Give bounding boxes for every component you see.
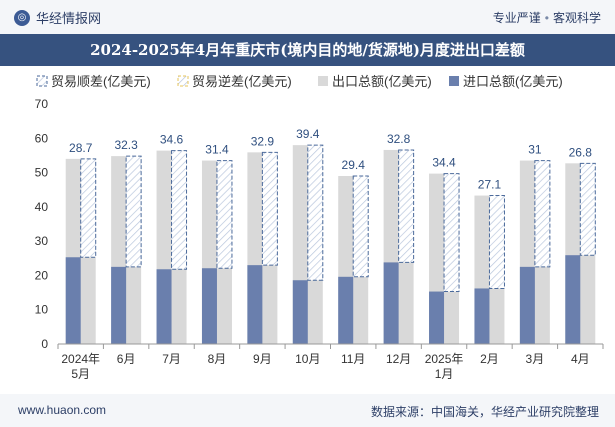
legend-swatch-1 bbox=[177, 75, 189, 87]
y-tick-label: 30 bbox=[35, 234, 49, 248]
legend-label-1: 贸易逆差(亿美元) bbox=[192, 74, 292, 89]
surplus-value-label: 32.8 bbox=[387, 132, 411, 146]
bars: 28.7 32.3 34.6 31.4 32.9 39.4 29.4 32.8 34.4 27.1… bbox=[65, 127, 596, 344]
surplus-bar bbox=[352, 175, 369, 278]
slogan-tags: 专业严谨 • 客观科学 bbox=[493, 9, 601, 26]
import-bar bbox=[338, 276, 354, 344]
surplus-value-label: 34.6 bbox=[160, 133, 184, 147]
y-tick-label: 20 bbox=[35, 268, 49, 282]
x-tick-label: 4月 bbox=[571, 352, 590, 366]
legend-label-0: 贸易顺差(亿美元) bbox=[51, 74, 151, 89]
legend-swatch-3 bbox=[449, 76, 459, 86]
surplus-bar bbox=[488, 195, 505, 289]
tag-objective: 客观科学 bbox=[552, 11, 601, 25]
tag-separator: • bbox=[544, 11, 549, 25]
legend-label-2: 出口总额(亿美元) bbox=[332, 74, 432, 89]
legend-swatch-0 bbox=[36, 75, 48, 87]
chart: 贸易顺差(亿美元) 贸易逆差(亿美元) 出口总额(亿美元) 进口总额(亿美元) 0 10… bbox=[35, 74, 604, 381]
x-tick-label: 10月 bbox=[295, 352, 320, 366]
surplus-value-label: 27.1 bbox=[478, 178, 502, 192]
x-tick-label: 3月 bbox=[526, 352, 545, 366]
surplus-bar bbox=[171, 150, 188, 270]
footer: www.huaon.com 数据来源：中国海关，华经产业研究院整理 bbox=[0, 394, 615, 427]
brand: ◎ 华经情报网 bbox=[14, 8, 101, 27]
x-tick-label: 2月 bbox=[480, 352, 499, 366]
legend-swatch-2 bbox=[318, 76, 328, 86]
x-tick-label: 12月 bbox=[386, 352, 411, 366]
surplus-value-label: 39.4 bbox=[296, 127, 320, 141]
x-tick-label: 6月 bbox=[117, 352, 136, 366]
brand-name: 华经情报网 bbox=[36, 11, 102, 26]
brand-logo-icon: ◎ bbox=[14, 9, 30, 26]
import-bar bbox=[519, 266, 535, 344]
surplus-bar bbox=[534, 160, 551, 268]
surplus-value-label: 34.4 bbox=[432, 156, 456, 170]
x-tick-label: 2025年 bbox=[425, 352, 464, 366]
footer-website: www.huaon.com bbox=[18, 403, 107, 417]
import-bar bbox=[292, 280, 308, 344]
x-tick-label: 9月 bbox=[253, 352, 272, 366]
top-bar: ◎ 华经情报网 专业严谨 • 客观科学 bbox=[0, 0, 615, 34]
y-tick-label: 0 bbox=[41, 337, 48, 351]
surplus-bar bbox=[579, 162, 596, 256]
import-bar bbox=[474, 288, 490, 344]
import-bar bbox=[111, 266, 127, 344]
surplus-bar bbox=[307, 144, 324, 281]
surplus-bar bbox=[125, 155, 142, 268]
import-bar bbox=[429, 291, 445, 344]
x-tick-label: 1月 bbox=[435, 367, 454, 381]
y-tick-label: 60 bbox=[35, 131, 49, 145]
import-bar bbox=[383, 262, 399, 344]
import-bar bbox=[201, 268, 217, 344]
y-tick-label: 70 bbox=[35, 97, 49, 111]
surplus-bar bbox=[216, 160, 233, 269]
x-tick-label: 5月 bbox=[71, 367, 90, 381]
y-tick-label: 50 bbox=[35, 166, 49, 180]
import-bar bbox=[247, 265, 263, 344]
import-bar bbox=[156, 269, 172, 344]
y-axis: 0 10 20 30 40 50 60 70 bbox=[35, 97, 49, 351]
chart-title: 2024-2025年4月年重庆市(境内目的地/货源地)月度进出口差额 bbox=[0, 34, 615, 66]
surplus-bar bbox=[398, 149, 415, 263]
x-tick-label: 7月 bbox=[162, 352, 181, 366]
surplus-value-label: 32.3 bbox=[114, 138, 138, 152]
surplus-bar bbox=[261, 151, 278, 266]
tag-professional: 专业严谨 bbox=[492, 11, 541, 25]
x-tick-label: 11月 bbox=[341, 352, 365, 366]
surplus-bar bbox=[443, 173, 460, 293]
surplus-value-label: 29.4 bbox=[342, 158, 366, 172]
x-tick-label: 2024年 bbox=[61, 352, 100, 366]
x-tick-label: 8月 bbox=[208, 352, 227, 366]
surplus-value-label: 32.9 bbox=[251, 134, 275, 148]
footer-source: 数据来源：中国海关，华经产业研究院整理 bbox=[370, 405, 599, 419]
y-tick-label: 40 bbox=[35, 200, 49, 214]
y-tick-label: 10 bbox=[35, 303, 49, 317]
surplus-value-label: 28.7 bbox=[69, 141, 93, 155]
import-bar bbox=[65, 257, 81, 344]
surplus-value-label: 31.4 bbox=[205, 143, 229, 157]
legend: 贸易顺差(亿美元) 贸易逆差(亿美元) 出口总额(亿美元) 进口总额(亿美元) bbox=[36, 74, 563, 89]
import-bar bbox=[565, 255, 581, 344]
surplus-value-label: 26.8 bbox=[569, 145, 593, 159]
surplus-value-label: 31 bbox=[528, 143, 542, 157]
legend-label-3: 进口总额(亿美元) bbox=[463, 74, 563, 89]
surplus-bar bbox=[80, 158, 97, 258]
